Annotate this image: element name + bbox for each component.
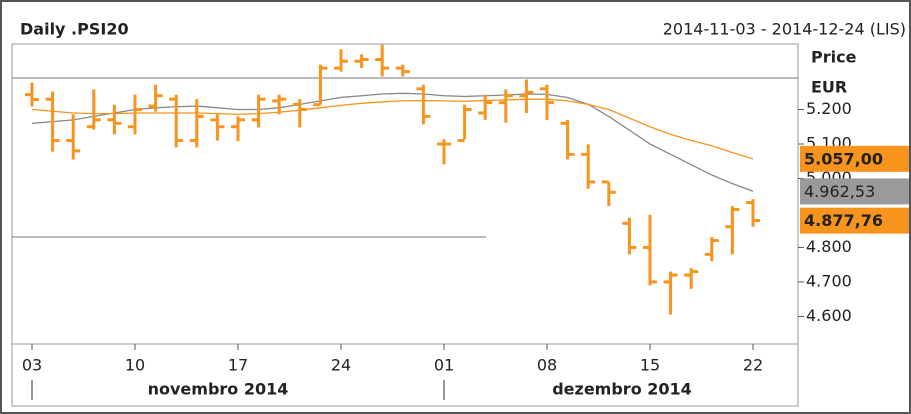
ohlc-bar <box>498 89 513 123</box>
y-tick-label: 5.200 <box>806 99 852 118</box>
ohlc-bar <box>643 214 657 286</box>
ohlc-bar <box>581 144 596 189</box>
ohlc-bar <box>725 206 740 255</box>
ohlc-bar <box>334 49 348 72</box>
ohlc-bar <box>437 139 451 165</box>
ohlc-bar <box>210 114 225 141</box>
ohlc-bar <box>601 180 616 207</box>
x-tick-label: 08 <box>537 356 557 375</box>
plot-area <box>11 43 799 345</box>
ohlc-bar <box>663 271 678 315</box>
ohlc-bar <box>457 104 472 143</box>
y-axis-unit: EUR <box>811 78 847 97</box>
moving-average <box>31 92 754 192</box>
month-label: novembro 2014 <box>148 380 289 399</box>
x-tick-label: 03 <box>22 356 42 375</box>
ohlc-bar <box>313 64 328 107</box>
x-tick-label: 01 <box>434 356 454 375</box>
ohlc-bar <box>189 99 204 148</box>
ohlc-bar <box>128 94 142 135</box>
chart-title: Daily .PSI20 <box>20 20 129 39</box>
value-marker-label: 4.962,53 <box>804 182 875 201</box>
value-marker-label: 4.877,76 <box>804 211 883 230</box>
x-tick-label: 22 <box>743 356 763 375</box>
ohlc-bar <box>231 116 245 142</box>
ohlc-bar <box>746 199 760 227</box>
ohlc-bar <box>560 119 575 160</box>
ohlc-bar <box>540 84 554 120</box>
ohlc-bar <box>148 84 163 112</box>
ohlc-bar <box>684 268 699 289</box>
ohlc-bar <box>25 82 39 107</box>
value-marker <box>800 207 909 234</box>
ohlc-bar <box>375 44 390 77</box>
y-tick-label: 4.600 <box>806 306 852 325</box>
ohlc-bar <box>292 99 307 128</box>
ohlc-bar <box>169 94 184 148</box>
chart-subtitle: 2014-11-03 - 2014-12-24 (LIS) <box>663 20 906 39</box>
ohlc-bar <box>107 104 122 135</box>
ohlc-bar <box>704 237 719 262</box>
value-marker <box>800 178 909 205</box>
ohlc-bar <box>251 94 266 128</box>
x-tick-label: 17 <box>228 356 248 375</box>
ohlc-bar <box>45 91 60 152</box>
ohlc-bar <box>86 89 101 130</box>
ohlc-bar <box>478 94 493 120</box>
y-axis-label: Price <box>811 48 857 67</box>
x-tick-label: 15 <box>640 356 660 375</box>
ohlc-bar <box>354 54 369 69</box>
ohlc-bar <box>272 94 287 115</box>
month-label: dezembro 2014 <box>552 380 692 399</box>
x-tick-label: 10 <box>125 356 145 375</box>
ohlc-bar <box>66 114 81 160</box>
x-axis-area <box>11 343 799 407</box>
y-tick-label: 4.800 <box>806 237 852 256</box>
value-marker <box>800 145 909 172</box>
moving-average <box>31 98 754 160</box>
ohlc-bar <box>519 79 534 113</box>
x-tick-label: 24 <box>331 356 351 375</box>
ohlc-bar <box>416 84 431 125</box>
ohlc-bar <box>622 217 637 255</box>
ohlc-bar <box>395 64 410 77</box>
value-marker-label: 5.057,00 <box>804 149 883 168</box>
y-tick-label: 4.700 <box>806 271 852 290</box>
